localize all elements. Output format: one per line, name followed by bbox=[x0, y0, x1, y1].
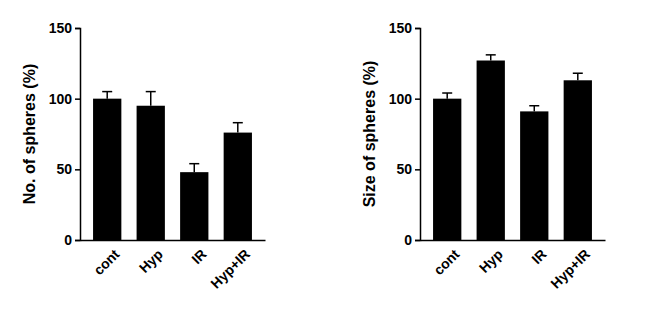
x-tick: Hyp+IR bbox=[207, 240, 253, 292]
y-tick-label: 100 bbox=[49, 91, 73, 107]
y-tick-label: 150 bbox=[49, 20, 73, 36]
plot-area bbox=[93, 92, 252, 240]
x-tick: Hyp+IR bbox=[547, 240, 593, 292]
error-line bbox=[577, 73, 579, 80]
y-tick-label: 100 bbox=[389, 91, 413, 107]
bar bbox=[477, 61, 505, 240]
plot-area bbox=[433, 55, 592, 240]
x-tick: cont bbox=[430, 240, 462, 278]
x-tick: Hyp bbox=[476, 240, 506, 276]
y-tick-mark bbox=[75, 240, 80, 242]
error-bar bbox=[529, 106, 539, 112]
y-tick-label: 50 bbox=[396, 161, 412, 177]
error-line bbox=[237, 123, 239, 133]
error-line bbox=[106, 92, 108, 99]
y-axis: 0 50 100 150 bbox=[49, 20, 81, 248]
y-tick-mark bbox=[415, 240, 420, 242]
x-tick: cont bbox=[90, 240, 122, 278]
x-tick: Hyp bbox=[136, 240, 166, 276]
y-tick: 0 bbox=[404, 232, 420, 248]
error-cap bbox=[146, 91, 156, 93]
error-line bbox=[150, 92, 152, 106]
x-axis: cont Hyp IRHyp+IR bbox=[421, 240, 606, 292]
x-tick-label: IR bbox=[528, 246, 549, 267]
x-tick-label: IR bbox=[188, 246, 209, 267]
y-axis-title: No. of spheres (%) bbox=[21, 64, 38, 204]
bar bbox=[433, 99, 461, 240]
bar bbox=[93, 99, 121, 240]
error-bar bbox=[189, 164, 199, 172]
y-tick-mark bbox=[415, 98, 420, 100]
bar bbox=[564, 80, 592, 240]
x-tick-label: Hyp bbox=[136, 246, 166, 276]
x-tick: IR bbox=[528, 240, 549, 267]
bar bbox=[137, 106, 165, 240]
x-axis: cont Hyp IRHyp+IR bbox=[81, 240, 266, 292]
y-tick-mark bbox=[75, 98, 80, 100]
y-tick-mark bbox=[415, 169, 420, 171]
bar bbox=[520, 111, 548, 240]
x-tick: IR bbox=[188, 240, 209, 267]
y-tick: 100 bbox=[49, 91, 80, 107]
error-cap bbox=[233, 122, 243, 124]
error-bar bbox=[146, 92, 156, 106]
error-bar bbox=[442, 93, 452, 99]
y-tick-label: 0 bbox=[64, 232, 72, 248]
error-cap bbox=[529, 105, 539, 107]
error-line bbox=[534, 106, 536, 112]
y-axis-title: Size of spheres (%) bbox=[361, 61, 378, 208]
y-tick-mark bbox=[75, 169, 80, 171]
error-bar bbox=[486, 55, 496, 61]
error-cap bbox=[102, 91, 112, 93]
x-tick-label: Hyp bbox=[476, 246, 506, 276]
error-cap bbox=[486, 54, 496, 56]
y-axis-line bbox=[415, 29, 421, 241]
error-bar bbox=[573, 73, 583, 80]
x-tick-label: Hyp+IR bbox=[547, 246, 593, 292]
y-tick: 50 bbox=[396, 161, 420, 177]
error-bar bbox=[102, 92, 112, 99]
error-cap bbox=[442, 92, 452, 94]
y-axis: 0 50 100 150 bbox=[389, 20, 421, 248]
x-tick-label: cont bbox=[430, 246, 462, 278]
bar bbox=[224, 133, 252, 240]
chart: 0 50 100 150 cont Hyp IRHyp+IR Size of spheres … bbox=[361, 20, 606, 292]
y-tick: 100 bbox=[389, 91, 420, 107]
error-bar bbox=[233, 123, 243, 133]
y-tick: 150 bbox=[49, 20, 80, 36]
y-tick-label: 150 bbox=[389, 20, 413, 36]
y-tick-label: 0 bbox=[404, 232, 412, 248]
error-line bbox=[194, 164, 196, 172]
y-tick: 50 bbox=[56, 161, 80, 177]
bar bbox=[180, 172, 208, 240]
y-tick-mark bbox=[75, 28, 80, 30]
y-tick-label: 50 bbox=[56, 161, 72, 177]
x-tick-label: cont bbox=[90, 246, 122, 278]
error-cap bbox=[573, 72, 583, 74]
x-axis-line bbox=[81, 240, 266, 242]
x-axis-line bbox=[421, 240, 606, 242]
error-line bbox=[446, 93, 448, 99]
x-tick-label: Hyp+IR bbox=[207, 246, 253, 292]
y-tick: 150 bbox=[389, 20, 420, 36]
y-tick-mark bbox=[415, 28, 420, 30]
error-cap bbox=[189, 163, 199, 165]
y-tick: 0 bbox=[64, 232, 80, 248]
chart: 0 50 100 150 cont Hyp IRHyp+IR No. of spheres (… bbox=[21, 20, 266, 292]
y-axis-line bbox=[75, 29, 81, 241]
figure: 050100150contHypIRHyp+IRNo. of spheres (… bbox=[0, 0, 661, 328]
error-line bbox=[490, 55, 492, 61]
